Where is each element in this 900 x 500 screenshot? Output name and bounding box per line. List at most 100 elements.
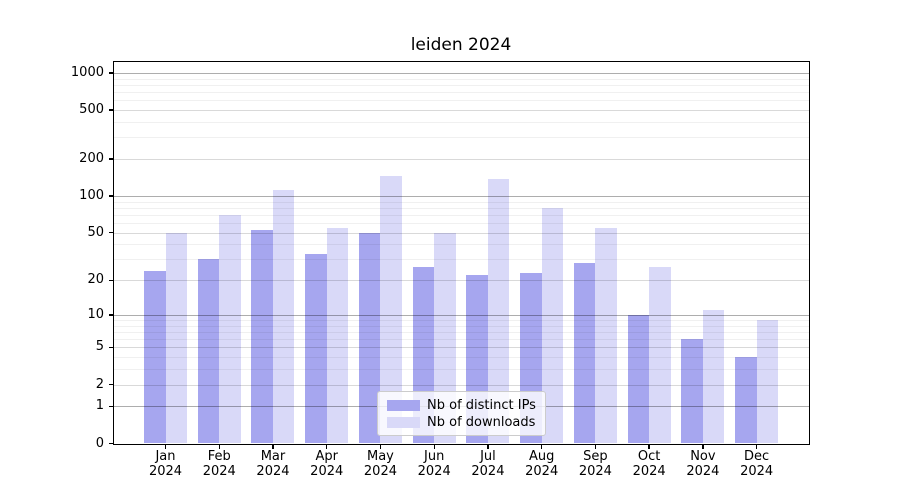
y-tick [108, 405, 114, 408]
y-minor-gridline [113, 259, 809, 261]
y-minor-gridline [113, 369, 809, 371]
y-minor-gridline [113, 325, 809, 327]
y-tick [108, 314, 114, 316]
bar-nb-of-downloads-aug-2024 [541, 207, 564, 444]
bar-nb-of-distinct-ips-nov-2024 [681, 339, 703, 444]
y-tick-label-50: 50 [87, 224, 104, 240]
x-tick-label-nov-2024: Nov 2024 [686, 449, 720, 479]
y-minor-gridline [113, 223, 809, 225]
y-minor-gridline [113, 244, 809, 246]
bar-nb-of-distinct-ips-sep-2024 [573, 262, 596, 444]
x-tick-aug-2024 [540, 443, 543, 449]
x-tick-may-2024 [379, 443, 382, 449]
legend-item-downloads: Nb of downloads [387, 416, 536, 429]
bar-nb-of-distinct-ips-jan-2024 [144, 270, 166, 444]
bar-nb-of-distinct-ips-mar-2024 [251, 229, 273, 444]
bar-nb-of-downloads-oct-2024 [649, 266, 671, 444]
y-tick [108, 158, 114, 160]
y-gridline [113, 110, 809, 112]
x-tick-apr-2024 [326, 443, 328, 449]
y-minor-gridline [113, 122, 809, 124]
bar-nb-of-downloads-dec-2024 [756, 320, 779, 444]
y-minor-gridline [113, 207, 809, 209]
chart-title: leiden 2024 [410, 35, 512, 55]
bar-nb-of-distinct-ips-may-2024 [358, 232, 381, 444]
legend-swatch-downloads [387, 416, 420, 428]
bar-nb-of-distinct-ips-apr-2024 [305, 254, 327, 444]
y-minor-gridline [113, 331, 809, 333]
x-tick-label-jun-2024: Jun 2024 [417, 449, 451, 479]
bar-nb-of-downloads-jul-2024 [487, 178, 510, 444]
y-minor-gridline [113, 214, 809, 216]
bar-nb-of-downloads-may-2024 [380, 176, 402, 444]
legend-item-distinct-ips: Nb of distinct IPs [387, 397, 536, 413]
x-tick-dec-2024 [755, 443, 758, 449]
x-tick-label-oct-2024: Oct 2024 [632, 449, 666, 479]
y-gridline [113, 196, 809, 197]
y-tick [108, 195, 114, 197]
y-tick [108, 231, 114, 234]
legend: Nb of distinct IPs Nb of downloads [377, 391, 546, 436]
y-tick-label-500: 500 [79, 102, 104, 118]
y-minor-gridline [113, 137, 809, 139]
x-tick-jan-2024 [164, 443, 167, 449]
legend-item-label: Nb of distinct IPs [427, 397, 536, 413]
x-tick-label-dec-2024: Dec 2024 [740, 449, 774, 479]
bar-nb-of-downloads-feb-2024 [219, 214, 241, 444]
y-tick [108, 442, 114, 445]
y-tick-label-5: 5 [95, 339, 104, 355]
y-tick [108, 346, 114, 349]
x-tick-oct-2024 [648, 443, 650, 449]
y-tick-label-1: 1 [95, 398, 104, 414]
y-minor-gridline [113, 357, 809, 359]
x-tick-mar-2024 [272, 443, 274, 449]
y-tick [108, 383, 114, 386]
x-tick-label-sep-2024: Sep 2024 [578, 449, 612, 479]
x-tick-nov-2024 [702, 443, 704, 449]
y-tick [108, 279, 114, 281]
bar-nb-of-distinct-ips-dec-2024 [735, 357, 757, 444]
y-tick [108, 72, 114, 74]
x-tick-feb-2024 [218, 443, 220, 449]
y-tick-label-2: 2 [95, 376, 104, 392]
x-tick-sep-2024 [594, 443, 597, 449]
bar-nb-of-downloads-jun-2024 [434, 232, 456, 444]
y-minor-gridline [113, 92, 809, 94]
y-minor-gridline [113, 320, 809, 322]
y-minor-gridline [113, 201, 809, 203]
y-tick-label-20: 20 [87, 272, 104, 288]
y-tick-label-1000: 1000 [70, 65, 104, 80]
y-tick-label-10: 10 [87, 306, 104, 322]
y-minor-gridline [113, 339, 809, 341]
y-minor-gridline [113, 100, 809, 102]
x-tick-label-feb-2024: Feb 2024 [202, 449, 236, 479]
x-tick-label-aug-2024: Aug 2024 [525, 449, 559, 479]
x-tick-label-apr-2024: Apr 2024 [310, 449, 344, 479]
y-tick-label-0: 0 [95, 435, 104, 451]
y-minor-gridline [113, 78, 809, 80]
y-gridline [113, 347, 809, 349]
legend-swatch-distinct-ips [387, 399, 420, 411]
x-tick-label-may-2024: May 2024 [363, 449, 397, 479]
x-tick-jul-2024 [487, 443, 489, 449]
y-gridline [113, 280, 809, 282]
bar-nb-of-downloads-nov-2024 [702, 310, 725, 444]
x-tick-label-jul-2024: Jul 2024 [471, 449, 505, 479]
x-tick-jun-2024 [433, 443, 435, 449]
y-gridline [113, 314, 809, 316]
y-tick-label-200: 200 [79, 151, 104, 167]
x-tick-label-jan-2024: Jan 2024 [148, 449, 183, 479]
y-gridline [113, 232, 809, 234]
y-gridline [113, 384, 809, 386]
bar-nb-of-distinct-ips-oct-2024 [627, 314, 650, 444]
bar-nb-of-downloads-sep-2024 [595, 227, 617, 444]
y-tick-label-100: 100 [79, 188, 104, 203]
y-gridline [113, 159, 809, 161]
bar-nb-of-downloads-apr-2024 [326, 227, 349, 444]
x-tick-label-mar-2024: Mar 2024 [256, 449, 290, 479]
y-tick [108, 109, 114, 111]
bar-nb-of-downloads-jan-2024 [165, 232, 187, 444]
bar-nb-of-distinct-ips-feb-2024 [197, 259, 220, 444]
y-minor-gridline [113, 84, 809, 86]
